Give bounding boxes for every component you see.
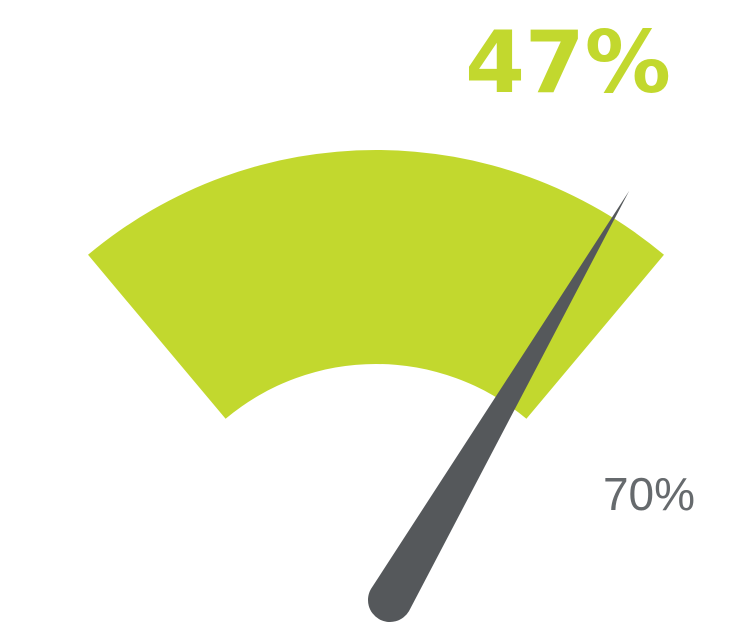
gauge-max-label: 70%	[603, 468, 695, 520]
gauge-value-label: 47%	[465, 13, 671, 113]
gauge-band	[88, 150, 664, 419]
gauge-needle	[367, 190, 630, 623]
